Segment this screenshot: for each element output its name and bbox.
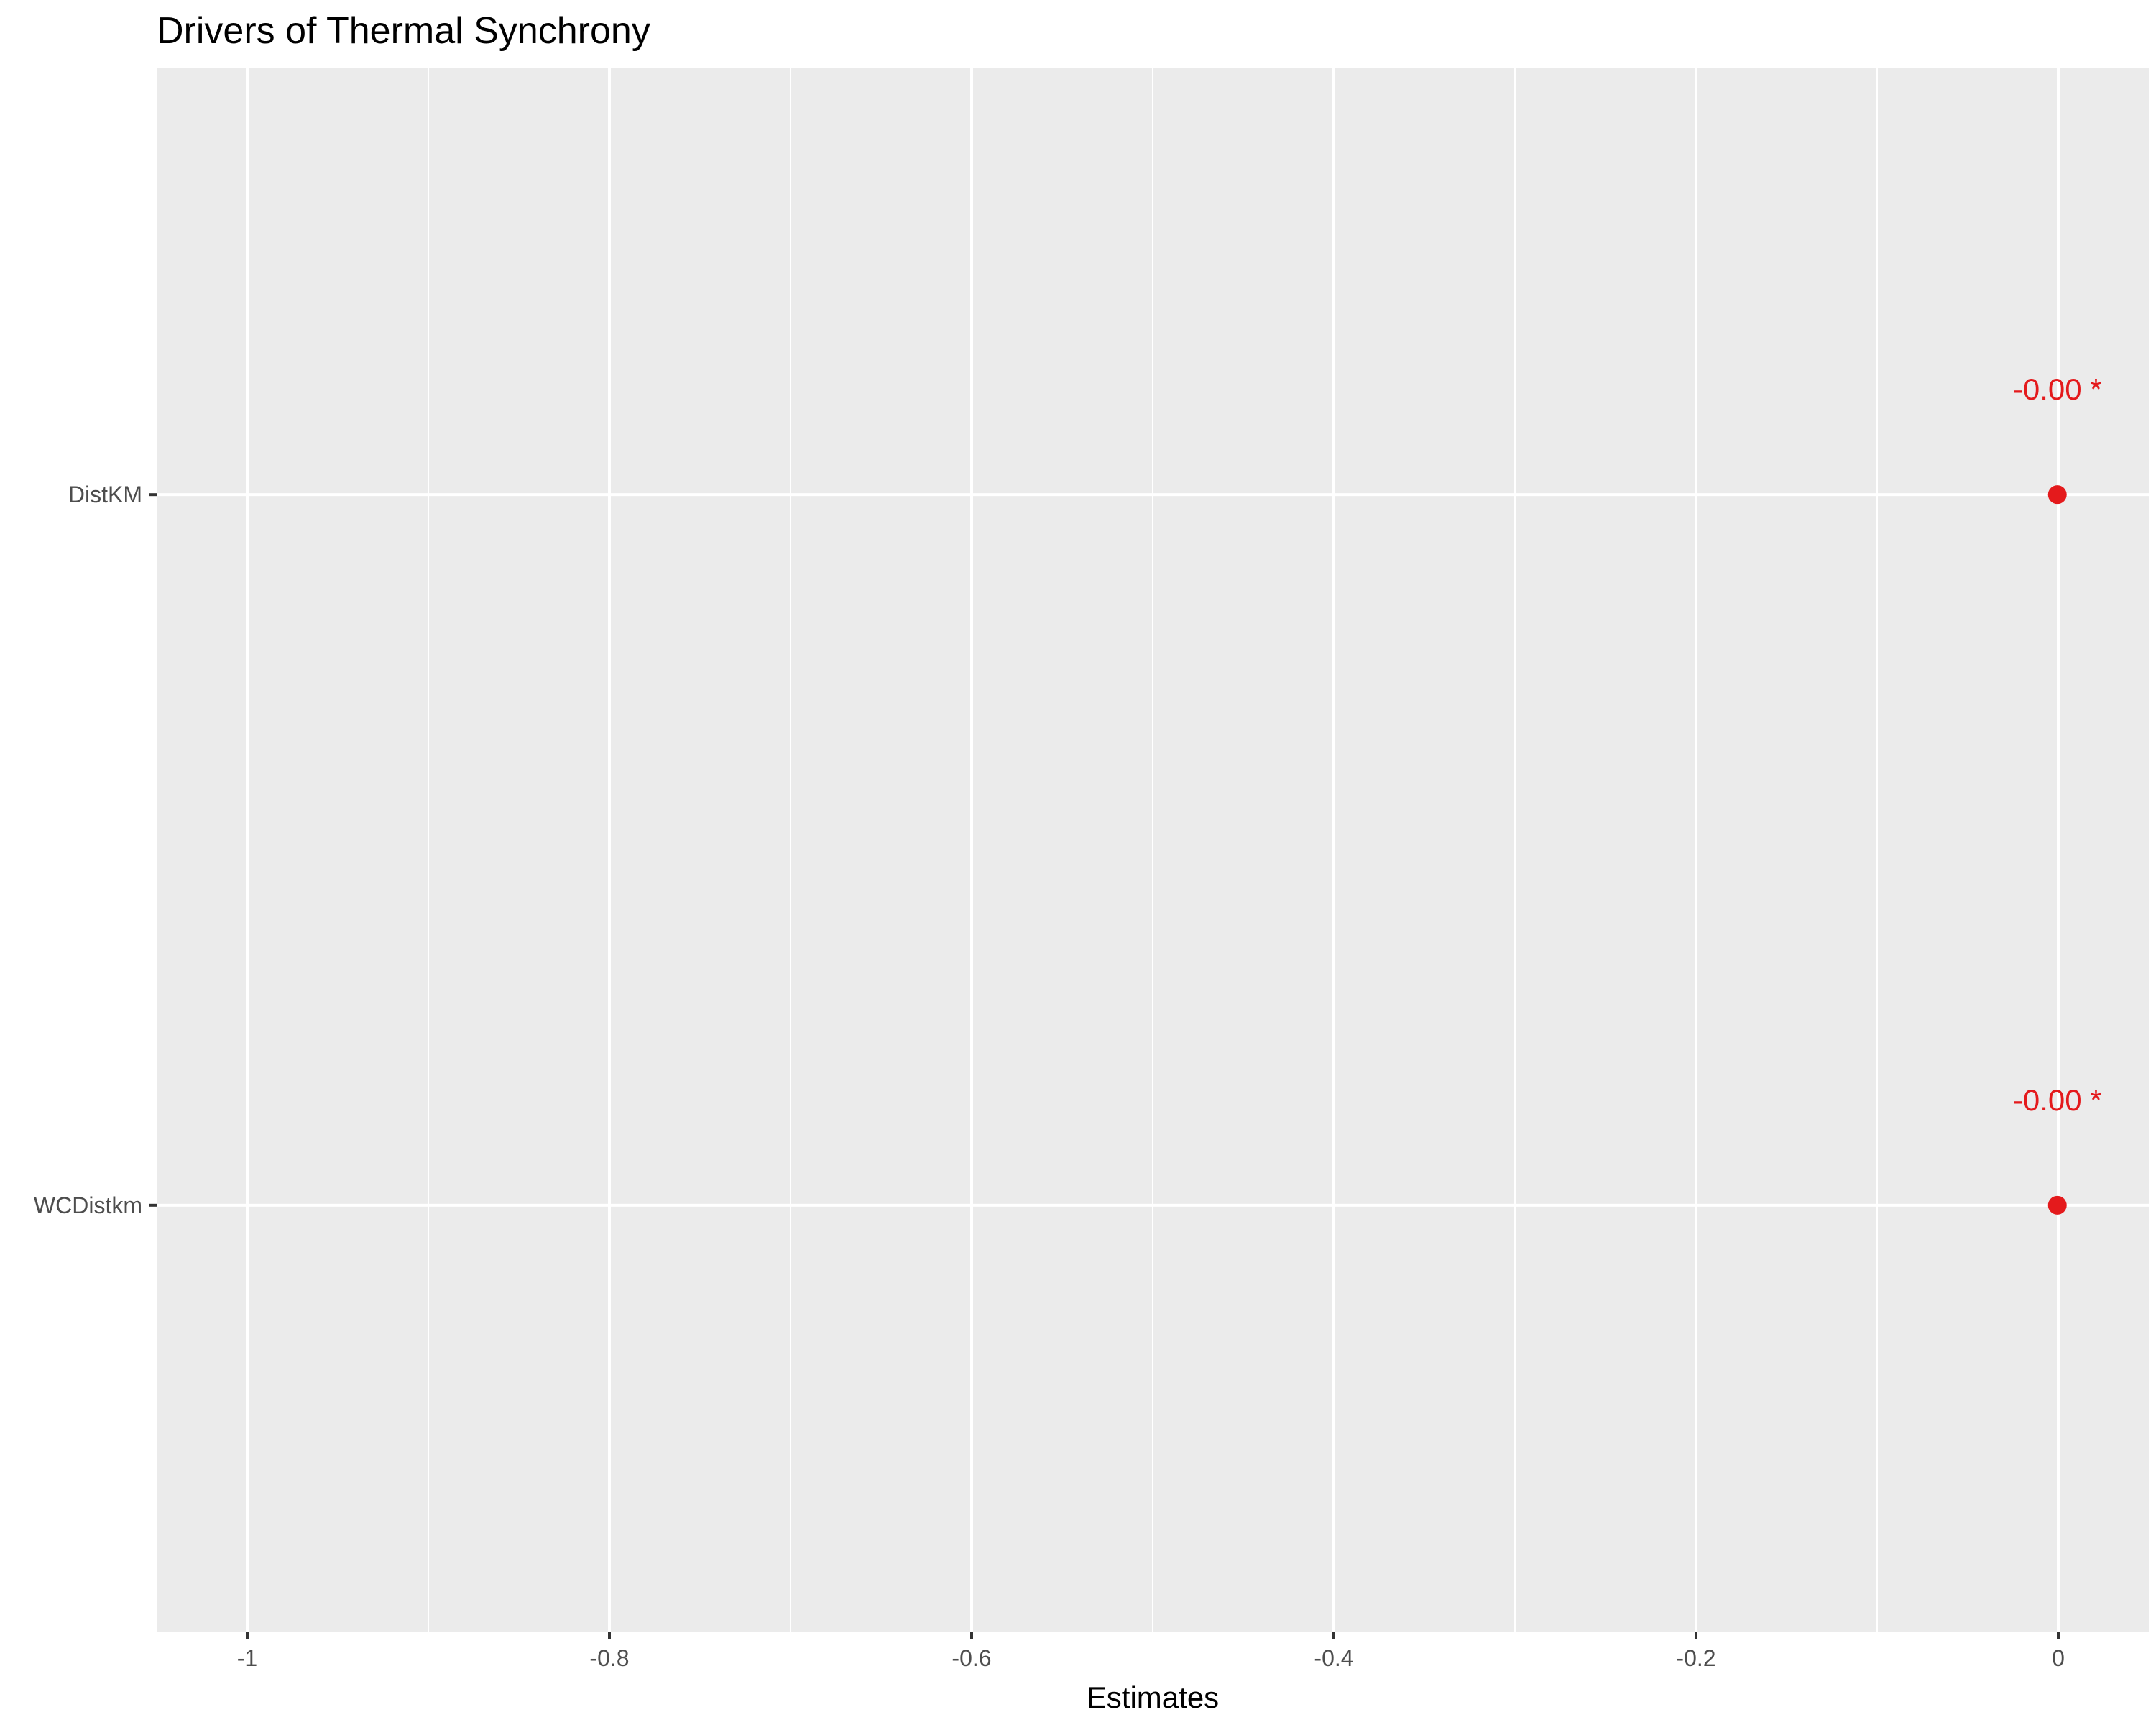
data-labels: -0.00 * -0.00 * xyxy=(2013,372,2102,1117)
y-tick-label: DistKM xyxy=(68,482,142,507)
y-tick-label: WCDistkm xyxy=(34,1192,142,1218)
x-tick-label: 0 xyxy=(2052,1645,2065,1671)
data-point xyxy=(2047,485,2067,505)
axis-ticks xyxy=(149,493,2060,1639)
x-tick-label: -0.2 xyxy=(1676,1645,1715,1671)
y-axis-tick-labels: DistKM WCDistkm xyxy=(34,482,142,1218)
data-label: -0.00 * xyxy=(2013,1083,2102,1117)
x-tick-label: -0.8 xyxy=(589,1645,629,1671)
data-label: -0.00 * xyxy=(2013,372,2102,406)
x-axis-title: Estimates xyxy=(1087,1680,1219,1714)
major-gridlines xyxy=(157,68,2149,1632)
chart-title: Drivers of Thermal Synchrony xyxy=(157,10,650,52)
data-points xyxy=(2047,485,2067,1215)
x-axis-tick-labels: -1 -0.8 -0.6 -0.4 -0.2 0 xyxy=(237,1645,2065,1671)
x-tick-label: -0.6 xyxy=(952,1645,991,1671)
minor-gridlines xyxy=(428,68,1878,1632)
data-point xyxy=(2047,1195,2067,1215)
x-tick-label: -1 xyxy=(237,1645,257,1671)
x-tick-label: -0.4 xyxy=(1314,1645,1353,1671)
